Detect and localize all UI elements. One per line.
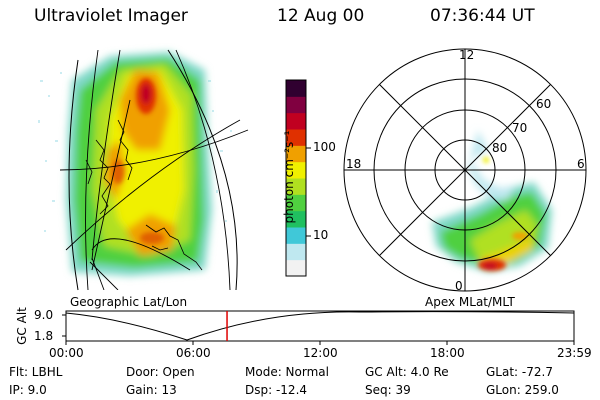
polar-diagonal-2 [379,84,551,256]
colorbar-swatch [286,80,306,97]
altitude-plot-frame [65,310,575,342]
colorbar-swatch [286,194,306,212]
info-mode: Mode: Normal [245,365,329,379]
mlat-label-70: 70 [512,121,528,135]
info-seq: Seq: 39 [365,383,411,397]
mlt-label-6: 6 [577,157,585,171]
polar-grid [343,48,587,292]
colorbar-frame [285,79,307,277]
info-dsp: Dsp: -12.4 [245,383,308,397]
geo-earth-limb-left [68,59,79,291]
info-ip: IP: 9.0 [9,383,47,397]
time-label: 07:36:44 UT [430,6,535,26]
info-gc-alt: GC Alt: 4.0 Re [365,365,449,379]
info-glon: GLon: 259.0 [486,383,559,397]
colorbar-swatch [286,243,306,261]
mlt-label-0: 0 [455,279,463,293]
colorbar-swatch [286,112,306,130]
colorbar-swatch [286,259,306,277]
colorbar-swatch [286,227,306,244]
geographic-image [38,49,249,290]
alt-ytick-top-label: 9.0 [34,308,54,322]
polar-image [432,130,552,272]
altitude-curve [65,311,575,341]
date-label: 12 Aug 00 [277,6,365,26]
alt-xtick-0000: 00:00 [49,346,84,360]
colorbar-label-100: 100 [313,140,336,154]
mlt-label-18: 18 [346,157,362,171]
alt-xtick-1200: 12:00 [303,346,338,360]
polar-panel-label: Apex MLat/MLT [425,295,515,309]
info-filter: Flt: LBHL [9,365,63,379]
geo-earth-limb-right [167,49,238,291]
info-door: Door: Open [126,365,195,379]
colorbar-swatch [286,161,306,179]
geo-panel-label: Geographic Lat/Lon [70,295,188,309]
instrument-title: Ultraviolet Imager [34,6,188,26]
alt-xtick-2359: 23:59 [557,346,592,360]
noise-speckle [38,72,232,232]
colorbar-swatch [286,129,306,146]
info-gain: Gain: 13 [126,383,177,397]
alt-ylabel: GC Alt [15,307,29,345]
alt-xtick-0600: 06:00 [176,346,211,360]
colorbar-unit-label: photon cm⁻²s⁻¹ [282,130,296,224]
alt-ytick-bottom-label: 1.8 [34,329,54,343]
mlt-label-12: 12 [459,48,475,62]
colorbar-swatch [286,210,306,228]
colorbar-label-10: 10 [313,228,329,242]
colorbar [286,80,306,277]
alt-xticks [65,341,575,345]
mlat-label-80: 80 [492,141,508,155]
colorbar-swatch [286,96,306,114]
coastline [85,119,203,271]
mlat-label-60: 60 [536,97,552,111]
colorbar-swatch [286,178,306,195]
colorbar-swatch [286,145,306,163]
alt-xtick-1800: 18:00 [430,346,465,360]
info-glat: GLat: -72.7 [486,365,553,379]
